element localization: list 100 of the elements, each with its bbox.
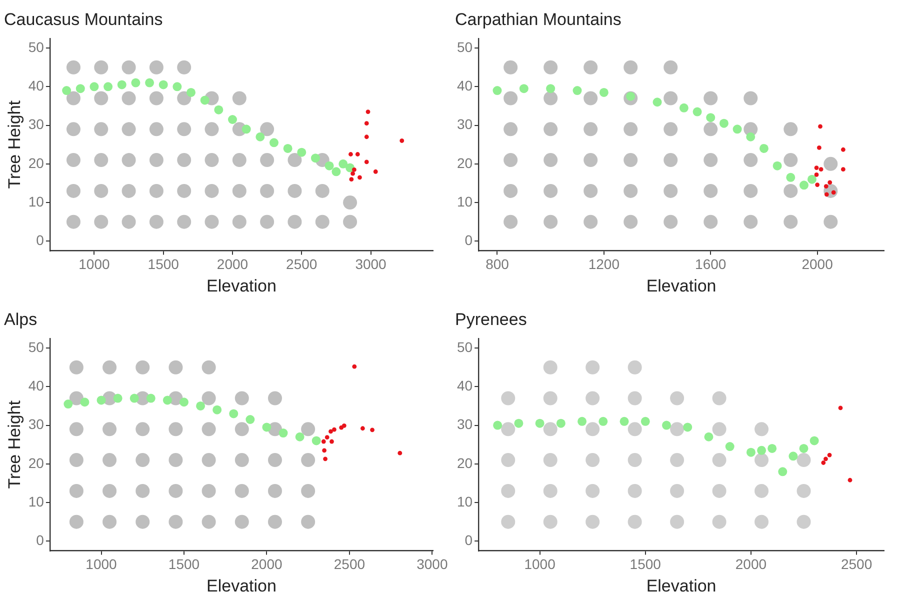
point — [122, 60, 136, 74]
point — [168, 360, 183, 374]
point — [572, 86, 582, 96]
x-tick-label: 1500 — [168, 556, 200, 572]
point — [712, 391, 726, 406]
point — [96, 396, 106, 405]
point — [784, 184, 798, 198]
point — [122, 91, 136, 106]
point — [360, 426, 365, 431]
point — [177, 60, 192, 74]
point — [242, 124, 251, 134]
point — [624, 153, 638, 168]
point — [704, 153, 718, 168]
point — [202, 484, 216, 498]
point — [768, 444, 777, 453]
point — [628, 453, 642, 468]
point — [149, 122, 164, 136]
point — [543, 360, 558, 374]
y-axis-title: Tree Height — [4, 400, 24, 489]
x-tick-label: 2000 — [802, 256, 834, 272]
y-tick-label: 50 — [28, 338, 44, 355]
point — [323, 456, 328, 462]
point — [288, 214, 302, 229]
point — [232, 91, 246, 106]
y-tick-label: 20 — [456, 154, 473, 171]
point — [283, 144, 292, 153]
point — [827, 452, 832, 458]
point — [102, 360, 117, 374]
point — [350, 171, 355, 176]
point — [62, 86, 72, 96]
x-tick-label: 1500 — [148, 256, 180, 272]
point — [662, 420, 672, 430]
chart-title: Pyrenees — [455, 310, 527, 329]
point — [102, 453, 117, 468]
y-tick-label: 20 — [456, 454, 473, 471]
point — [786, 172, 796, 182]
point — [759, 144, 768, 153]
point — [664, 91, 678, 106]
point — [315, 214, 330, 229]
point — [543, 391, 558, 406]
y-tick-label: 10 — [456, 193, 473, 210]
point — [704, 432, 714, 442]
point — [824, 214, 838, 229]
y-tick-label: 30 — [28, 116, 44, 132]
point — [814, 172, 819, 177]
point — [343, 214, 358, 229]
point — [704, 91, 718, 106]
x-tick-label: 1000 — [78, 256, 110, 272]
point — [754, 484, 769, 498]
point — [784, 214, 798, 229]
x-tick-label: 2000 — [216, 256, 248, 272]
x-tick-label: 1000 — [524, 556, 556, 572]
point — [130, 394, 139, 403]
point — [398, 450, 402, 456]
point — [260, 153, 274, 168]
x-tick-label: 2500 — [840, 556, 872, 572]
point — [149, 91, 164, 106]
point — [784, 122, 798, 136]
point — [149, 214, 164, 229]
point — [262, 422, 272, 432]
point — [810, 436, 819, 446]
point — [799, 444, 808, 453]
point — [260, 122, 274, 136]
point — [355, 152, 360, 156]
point — [712, 422, 726, 436]
point — [168, 514, 183, 529]
point — [664, 122, 678, 136]
point — [664, 60, 678, 74]
point — [504, 214, 518, 229]
point — [824, 456, 828, 462]
point — [670, 391, 684, 406]
point — [90, 82, 99, 92]
point — [670, 514, 684, 529]
chart-title: Alps — [4, 310, 38, 329]
point — [94, 153, 108, 168]
point — [324, 161, 334, 170]
point — [214, 105, 224, 114]
point — [816, 145, 822, 150]
point — [177, 184, 192, 198]
point — [584, 122, 598, 136]
point — [840, 147, 846, 152]
point — [364, 134, 369, 140]
point — [584, 153, 598, 168]
point — [321, 439, 326, 444]
point — [202, 391, 216, 406]
point — [256, 132, 265, 142]
point — [544, 184, 558, 198]
point — [725, 442, 734, 452]
point — [102, 514, 117, 529]
point — [519, 84, 528, 94]
point — [301, 453, 316, 468]
point — [535, 418, 544, 428]
point — [598, 416, 608, 426]
y-tick-label: 40 — [28, 378, 44, 394]
point — [543, 484, 558, 498]
point — [584, 214, 598, 229]
point — [546, 84, 556, 94]
point — [358, 175, 362, 180]
point — [556, 418, 566, 428]
point — [268, 453, 282, 468]
